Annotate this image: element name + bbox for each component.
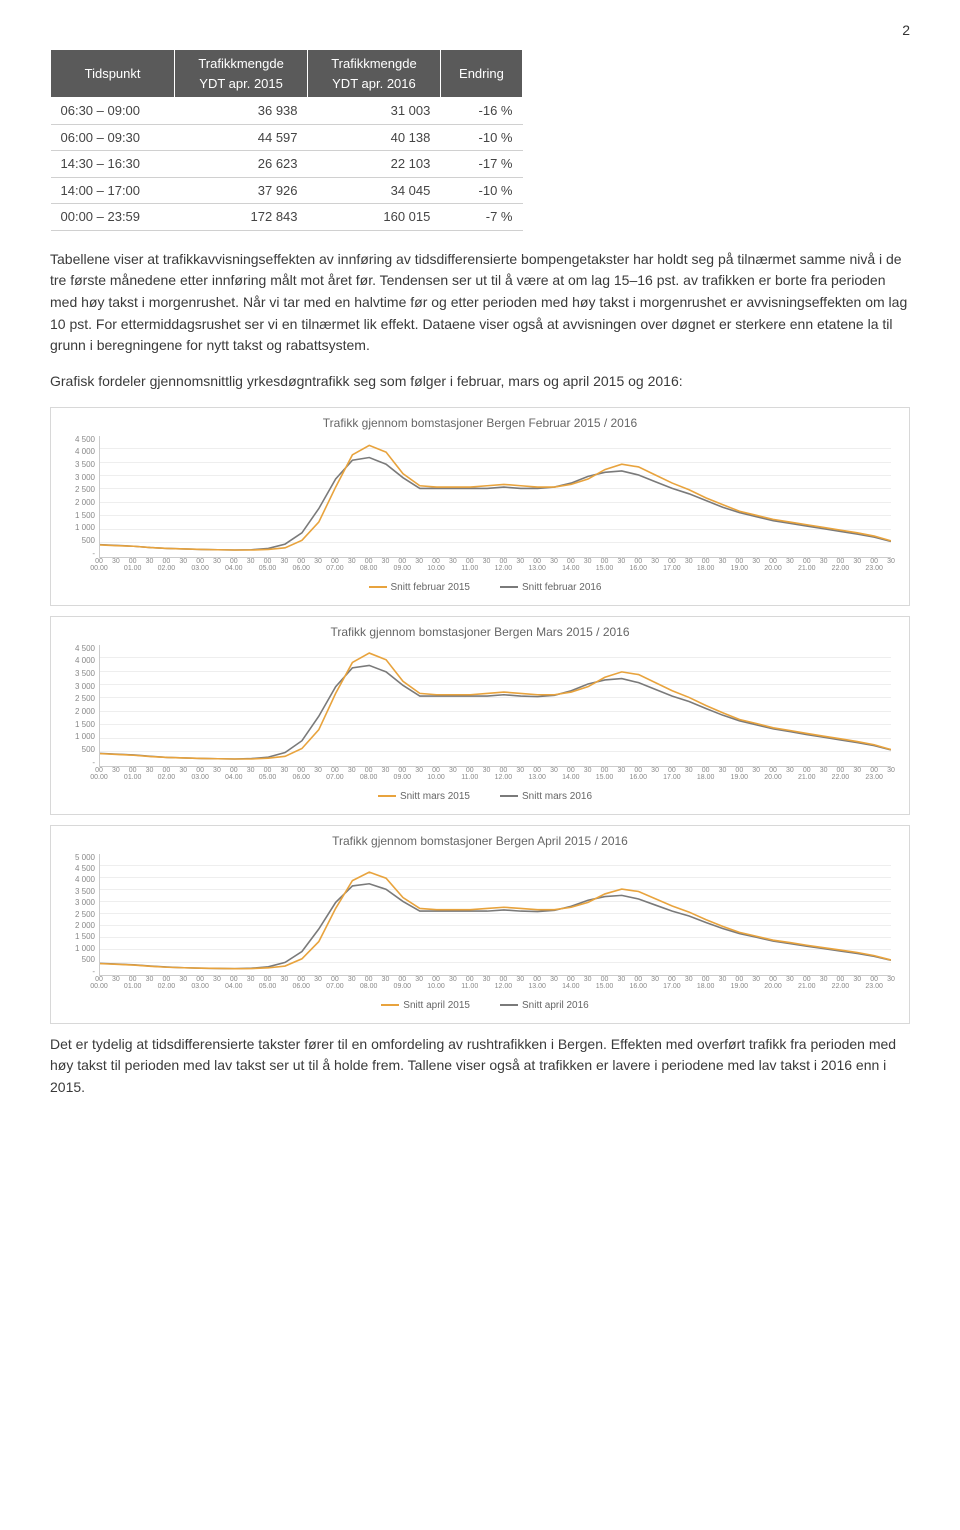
table-cell: 44 597 [175, 124, 308, 151]
table-cell: 14:00 – 17:00 [51, 177, 175, 204]
table-header: Endring [440, 50, 522, 98]
table-header: Trafikkmengde YDT apr. 2015 [175, 50, 308, 98]
plot-area [99, 645, 891, 767]
table-cell: 160 015 [308, 204, 441, 231]
table-cell: -7 % [440, 204, 522, 231]
chart: Trafikk gjennom bomstasjoner Bergen Apri… [50, 825, 910, 1024]
table-cell: -17 % [440, 151, 522, 178]
table-cell: -16 % [440, 98, 522, 125]
table-cell: 40 138 [308, 124, 441, 151]
table-cell: 37 926 [175, 177, 308, 204]
table-header: Trafikkmengde YDT apr. 2016 [308, 50, 441, 98]
paragraph-1: Tabellene viser at trafikkavvisningseffe… [50, 249, 910, 357]
table-row: 06:30 – 09:0036 93831 003-16 % [51, 98, 523, 125]
page-number: 2 [50, 20, 910, 41]
table-cell: 26 623 [175, 151, 308, 178]
paragraph-2: Grafisk fordeler gjennomsnittlig yrkesdø… [50, 371, 910, 393]
chart-title: Trafikk gjennom bomstasjoner Bergen Febr… [61, 414, 899, 432]
y-axis: -5001 0001 5002 0002 5003 0003 5004 0004… [61, 436, 95, 558]
chart-legend: Snitt februar 2015Snitt februar 2016 [61, 580, 899, 595]
table-cell: -10 % [440, 177, 522, 204]
table-cell: 14:30 – 16:30 [51, 151, 175, 178]
table-row: 06:00 – 09:3044 59740 138-10 % [51, 124, 523, 151]
x-axis: 0000.00300001.00300002.00300003.00300004… [99, 976, 891, 994]
plot-area [99, 436, 891, 558]
table-header: Tidspunkt [51, 50, 175, 98]
table-cell: 22 103 [308, 151, 441, 178]
table-cell: 31 003 [308, 98, 441, 125]
chart: Trafikk gjennom bomstasjoner Bergen Febr… [50, 407, 910, 606]
x-axis: 0000.00300001.00300002.00300003.00300004… [99, 767, 891, 785]
table-cell: 172 843 [175, 204, 308, 231]
table-row: 00:00 – 23:59172 843160 015-7 % [51, 204, 523, 231]
table-cell: 00:00 – 23:59 [51, 204, 175, 231]
y-axis: -5001 0001 5002 0002 5003 0003 5004 0004… [61, 645, 95, 767]
table-row: 14:30 – 16:3026 62322 103-17 % [51, 151, 523, 178]
chart: Trafikk gjennom bomstasjoner Bergen Mars… [50, 616, 910, 815]
paragraph-3: Det er tydelig at tidsdifferensierte tak… [50, 1034, 910, 1099]
plot-area [99, 854, 891, 976]
table-cell: 34 045 [308, 177, 441, 204]
x-axis: 0000.00300001.00300002.00300003.00300004… [99, 558, 891, 576]
table-cell: 06:30 – 09:00 [51, 98, 175, 125]
table-cell: 06:00 – 09:30 [51, 124, 175, 151]
chart-title: Trafikk gjennom bomstasjoner Bergen Apri… [61, 832, 899, 850]
table-row: 14:00 – 17:0037 92634 045-10 % [51, 177, 523, 204]
chart-legend: Snitt april 2015Snitt april 2016 [61, 998, 899, 1013]
table-cell: -10 % [440, 124, 522, 151]
y-axis: -5001 0001 5002 0002 5003 0003 5004 0004… [61, 854, 95, 976]
chart-title: Trafikk gjennom bomstasjoner Bergen Mars… [61, 623, 899, 641]
traffic-table: TidspunktTrafikkmengde YDT apr. 2015Traf… [50, 49, 523, 231]
chart-legend: Snitt mars 2015Snitt mars 2016 [61, 789, 899, 804]
table-cell: 36 938 [175, 98, 308, 125]
